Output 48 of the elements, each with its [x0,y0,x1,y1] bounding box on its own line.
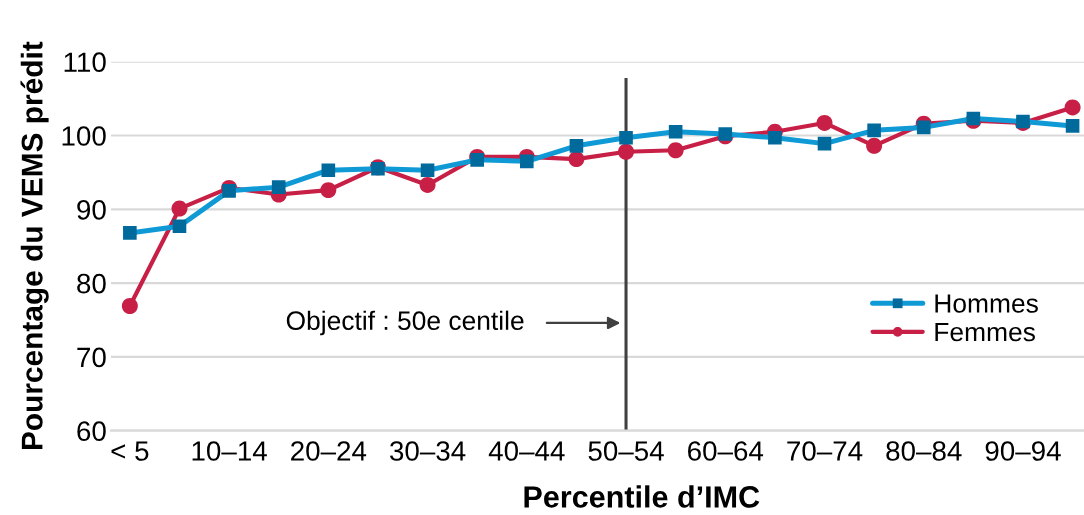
point [271,180,286,194]
x-tick-label: 60–64 [688,441,764,461]
point [321,163,336,177]
x-tick-label: 20–24 [291,441,367,461]
point [172,219,187,234]
point [618,143,635,160]
point [619,130,633,145]
y-tick-label: 80 [77,273,106,294]
ref-line-label: Objectif : 50e centile [286,310,524,336]
point [816,114,833,131]
x-tick-label: 30–34 [390,441,466,461]
x-tick-label: 10–14 [192,441,267,461]
y-tick-label: 60 [77,421,106,442]
y-tick-label: 110 [64,52,106,73]
point [419,176,436,193]
point [1064,99,1081,116]
point [916,120,931,135]
y-tick-label: 100 [62,126,106,146]
point [519,154,534,169]
x-tick-label: < 5 [111,441,149,461]
point [420,163,435,177]
point [817,136,832,151]
point [171,200,188,217]
point [121,297,138,314]
x-axis-title: Percentile d’IMC [524,485,760,508]
point [569,139,584,153]
y-axis-title: Pourcentage du VEMS prédit [20,41,49,450]
x-tick-label: 40–44 [488,441,565,461]
point [470,153,484,167]
point [867,123,881,138]
legend-label: Femmes [935,322,1035,342]
point [222,184,236,198]
x-tick-label: 70–74 [787,441,863,461]
legend-label: Hommes [935,294,1038,313]
y-tick-label: 70 [77,347,106,368]
x-tick-label: 90–94 [985,441,1061,461]
point [320,182,337,199]
x-tick-label: 50–54 [588,441,664,461]
point [667,142,684,159]
point [718,127,733,141]
y-tick-label: 90 [77,199,106,220]
point [1065,119,1080,133]
point [866,137,883,154]
x-tick-label: 80–84 [886,441,962,461]
point [568,151,585,168]
point [668,125,683,139]
point [768,130,782,145]
point [123,226,137,240]
